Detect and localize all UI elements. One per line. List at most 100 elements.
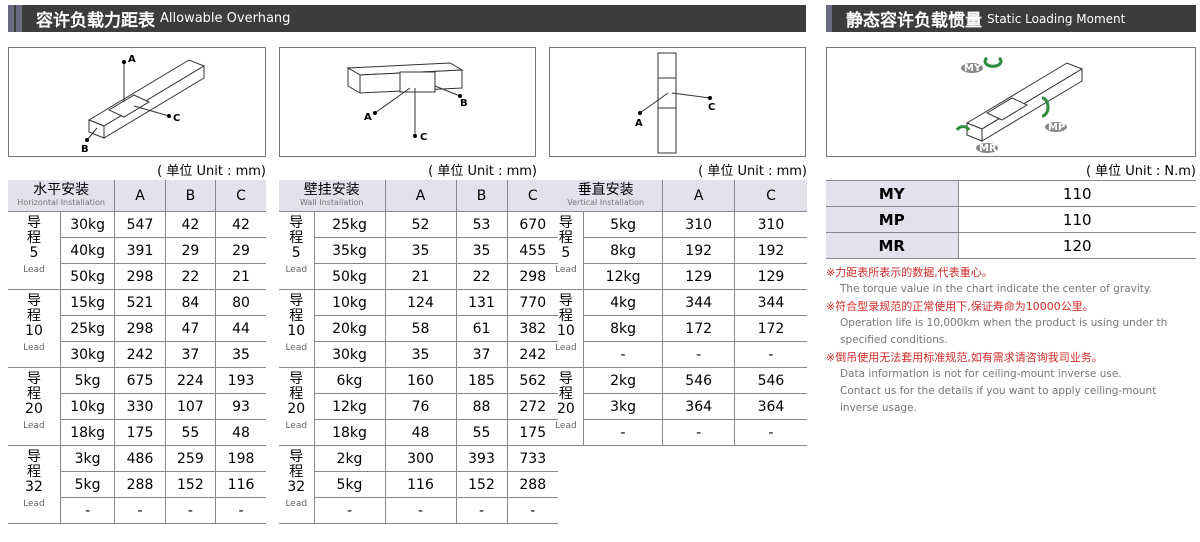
section-bar: 容许负载力距表 Allowable Overhang	[8, 5, 806, 32]
column-header: B	[456, 180, 508, 212]
value-cell: -	[662, 419, 735, 446]
lead-suffix: Lead	[23, 343, 45, 353]
value-cell: 192	[734, 237, 807, 264]
diagram: MY MP MR	[826, 47, 1196, 157]
note-en: specified conditions.	[840, 334, 948, 346]
spec-table: 壁挂安装 Wall Installation A B C 导程 5 Lead 25kg 52 53 6…	[279, 180, 559, 524]
data-row: 导程 5 Lead 5kg 310 310	[549, 211, 807, 290]
value-cell: 733	[507, 445, 559, 472]
value-cell: 22	[456, 263, 508, 290]
notes: ※力距表所表示的数据,代表重心。 The torque value in the …	[826, 264, 1200, 417]
data-row: ----	[8, 497, 266, 524]
data-row: 12kg 76 88 272	[279, 393, 559, 420]
lead-cell: 导程 20 Lead	[279, 367, 315, 446]
section-title-en: Static Loading Moment	[987, 11, 1126, 26]
load-cell: 30kg	[60, 211, 116, 238]
value-cell: 152	[165, 471, 217, 498]
data-row: 导程 5 Lead 30kg 547 42 42	[8, 211, 266, 290]
lead-prefix: 导程	[26, 449, 41, 480]
header-cn: 垂直安装	[577, 182, 634, 198]
spec-table: 水平安装 Horizontal Installation A B C 导程 5 Lead 30k…	[8, 180, 266, 524]
lead-prefix: 导程	[289, 371, 304, 402]
value-cell: 84	[165, 289, 217, 316]
value-cell: 298	[114, 315, 166, 342]
diagram-label: A	[635, 118, 643, 129]
value-cell: 93	[215, 393, 266, 420]
value-cell: 675	[114, 367, 166, 394]
column-header: C	[215, 180, 266, 212]
moment-key: MY	[826, 180, 959, 207]
value-cell: 21	[385, 263, 457, 290]
moment-value: 110	[958, 180, 1196, 207]
lead-number: 20	[287, 401, 306, 417]
value-cell: 172	[662, 315, 735, 342]
moment-row: MP 110	[826, 206, 1196, 233]
unit-label: ( 单位 Unit : mm)	[698, 164, 807, 179]
lead-number: 20	[25, 401, 43, 417]
diagram-label: B	[81, 144, 89, 155]
value-cell: 76	[385, 393, 457, 420]
lead-prefix: 导程	[289, 449, 304, 480]
lead-suffix: Lead	[285, 343, 308, 353]
lead-cell: 导程 10 Lead	[8, 289, 61, 368]
data-row: 10kg 330 107 93	[8, 393, 266, 420]
diagram-svg: A B C	[346, 62, 468, 143]
value-cell: 44	[215, 315, 266, 342]
load-cell: -	[314, 497, 386, 524]
value-cell: 192	[662, 237, 735, 264]
moment-key: MP	[826, 206, 959, 233]
load-cell: 10kg	[314, 289, 386, 316]
lead-cell: 导程 5 Lead	[8, 211, 61, 290]
header-cell: 垂直安装 Vertical Installation	[549, 180, 664, 212]
value-cell: 61	[456, 315, 508, 342]
lead-cell: 导程 5 Lead	[549, 211, 584, 290]
lead-number: 5	[561, 245, 571, 261]
load-cell: 2kg	[583, 367, 664, 394]
value-cell: 310	[734, 211, 807, 238]
value-cell: 129	[662, 263, 735, 290]
value-cell: 42	[165, 211, 217, 238]
data-row: 18kg 175 55 48	[8, 419, 266, 446]
data-row: ---	[549, 341, 807, 368]
diagram-label: C	[708, 102, 715, 113]
lead-prefix: 导程	[289, 293, 304, 324]
load-cell: 18kg	[314, 419, 386, 446]
load-cell: 25kg	[314, 211, 386, 238]
lead-prefix: 导程	[26, 371, 41, 402]
spec-table: 垂直安装 Vertical Installation A C 导程 5 Lead 5kg 310…	[549, 180, 807, 446]
header-cn: 水平安装	[33, 182, 90, 198]
value-cell: 37	[165, 341, 217, 368]
value-cell: 88	[456, 393, 508, 420]
lead-cell: 导程 20 Lead	[549, 367, 584, 446]
lead-suffix: Lead	[285, 421, 308, 431]
load-cell: -	[60, 497, 116, 524]
value-cell: 53	[456, 211, 508, 238]
value-cell: -	[734, 419, 807, 446]
lead-cell: 导程 5 Lead	[279, 211, 315, 290]
data-row: ---	[549, 419, 807, 446]
value-cell: 116	[385, 471, 457, 498]
data-row: 25kg 298 47 44	[8, 315, 266, 342]
lead-cell: 导程 20 Lead	[8, 367, 61, 446]
diagram: A B C	[8, 47, 266, 157]
unit-label: ( 单位 Unit : mm)	[428, 164, 537, 179]
diagram-label: MP	[1048, 122, 1065, 133]
load-cell: 5kg	[583, 211, 664, 238]
header-en: Horizontal Installation	[17, 198, 105, 207]
load-cell: 4kg	[583, 289, 664, 316]
section-bar: 静态容许负载惯量 Static Loading Moment	[826, 5, 1196, 32]
header-row: 壁挂安装 Wall Installation A B C	[279, 180, 559, 212]
lead-cell: 导程 32 Lead	[8, 445, 61, 524]
lead-cell: 导程 32 Lead	[279, 445, 315, 524]
diagram: A C	[549, 47, 806, 157]
value-cell: -	[734, 341, 807, 368]
header-en: Vertical Installation	[567, 198, 645, 207]
value-cell: 310	[662, 211, 735, 238]
lead-number: 10	[287, 323, 306, 339]
load-cell: 18kg	[60, 419, 116, 446]
value-cell: -	[114, 497, 166, 524]
section-title: 静态容许负载惯量	[846, 11, 982, 31]
load-cell: 3kg	[60, 445, 116, 472]
lead-number: 10	[556, 323, 575, 339]
load-cell: 5kg	[60, 471, 116, 498]
